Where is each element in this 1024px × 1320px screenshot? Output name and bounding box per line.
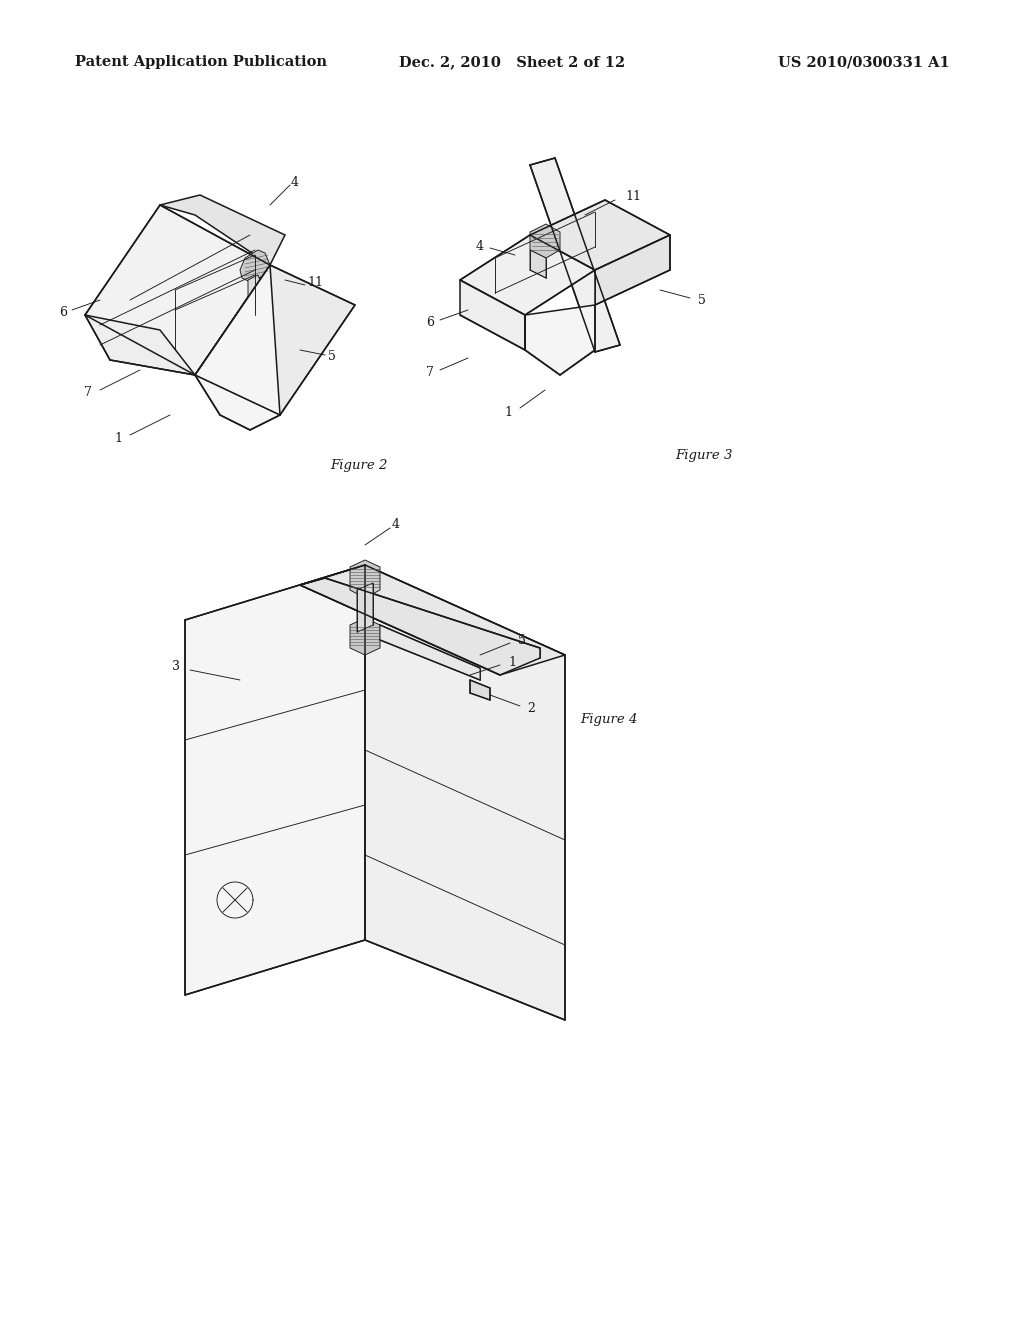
Text: 1: 1 xyxy=(508,656,516,668)
Text: 5: 5 xyxy=(698,293,706,306)
Text: 4: 4 xyxy=(291,176,299,189)
Text: 11: 11 xyxy=(625,190,641,203)
Polygon shape xyxy=(530,158,620,352)
Polygon shape xyxy=(160,195,285,265)
Text: Patent Application Publication: Patent Application Publication xyxy=(75,55,327,69)
Text: 11: 11 xyxy=(307,276,323,289)
Text: 3: 3 xyxy=(172,660,180,673)
Polygon shape xyxy=(185,565,365,995)
Polygon shape xyxy=(530,249,546,279)
Text: 6: 6 xyxy=(59,305,67,318)
Polygon shape xyxy=(460,235,595,315)
Text: Figure 3: Figure 3 xyxy=(675,449,732,462)
Polygon shape xyxy=(530,224,560,257)
Polygon shape xyxy=(350,560,380,598)
Polygon shape xyxy=(357,583,373,632)
Polygon shape xyxy=(470,680,490,700)
Text: Figure 4: Figure 4 xyxy=(580,714,637,726)
Text: 6: 6 xyxy=(426,317,434,330)
Text: 2: 2 xyxy=(527,701,535,714)
Polygon shape xyxy=(85,315,195,375)
Text: 4: 4 xyxy=(476,239,484,252)
Polygon shape xyxy=(380,624,480,680)
Text: US 2010/0300331 A1: US 2010/0300331 A1 xyxy=(778,55,950,69)
Polygon shape xyxy=(300,565,565,675)
Polygon shape xyxy=(248,275,265,302)
Polygon shape xyxy=(595,235,670,305)
Text: Figure 2: Figure 2 xyxy=(330,458,387,471)
Text: Dec. 2, 2010   Sheet 2 of 12: Dec. 2, 2010 Sheet 2 of 12 xyxy=(399,55,625,69)
Text: 5: 5 xyxy=(518,634,526,647)
Text: 5: 5 xyxy=(328,351,336,363)
Polygon shape xyxy=(85,205,270,375)
Text: 1: 1 xyxy=(504,405,512,418)
Polygon shape xyxy=(195,265,355,414)
Text: 7: 7 xyxy=(84,387,92,400)
Polygon shape xyxy=(300,578,540,675)
Polygon shape xyxy=(525,305,595,375)
Text: 1: 1 xyxy=(114,432,122,445)
Polygon shape xyxy=(530,201,670,271)
Polygon shape xyxy=(195,265,280,430)
Text: 4: 4 xyxy=(392,517,400,531)
Polygon shape xyxy=(460,280,525,350)
Text: 7: 7 xyxy=(426,367,434,380)
Polygon shape xyxy=(350,618,380,655)
Polygon shape xyxy=(365,565,565,1020)
Polygon shape xyxy=(240,249,270,282)
